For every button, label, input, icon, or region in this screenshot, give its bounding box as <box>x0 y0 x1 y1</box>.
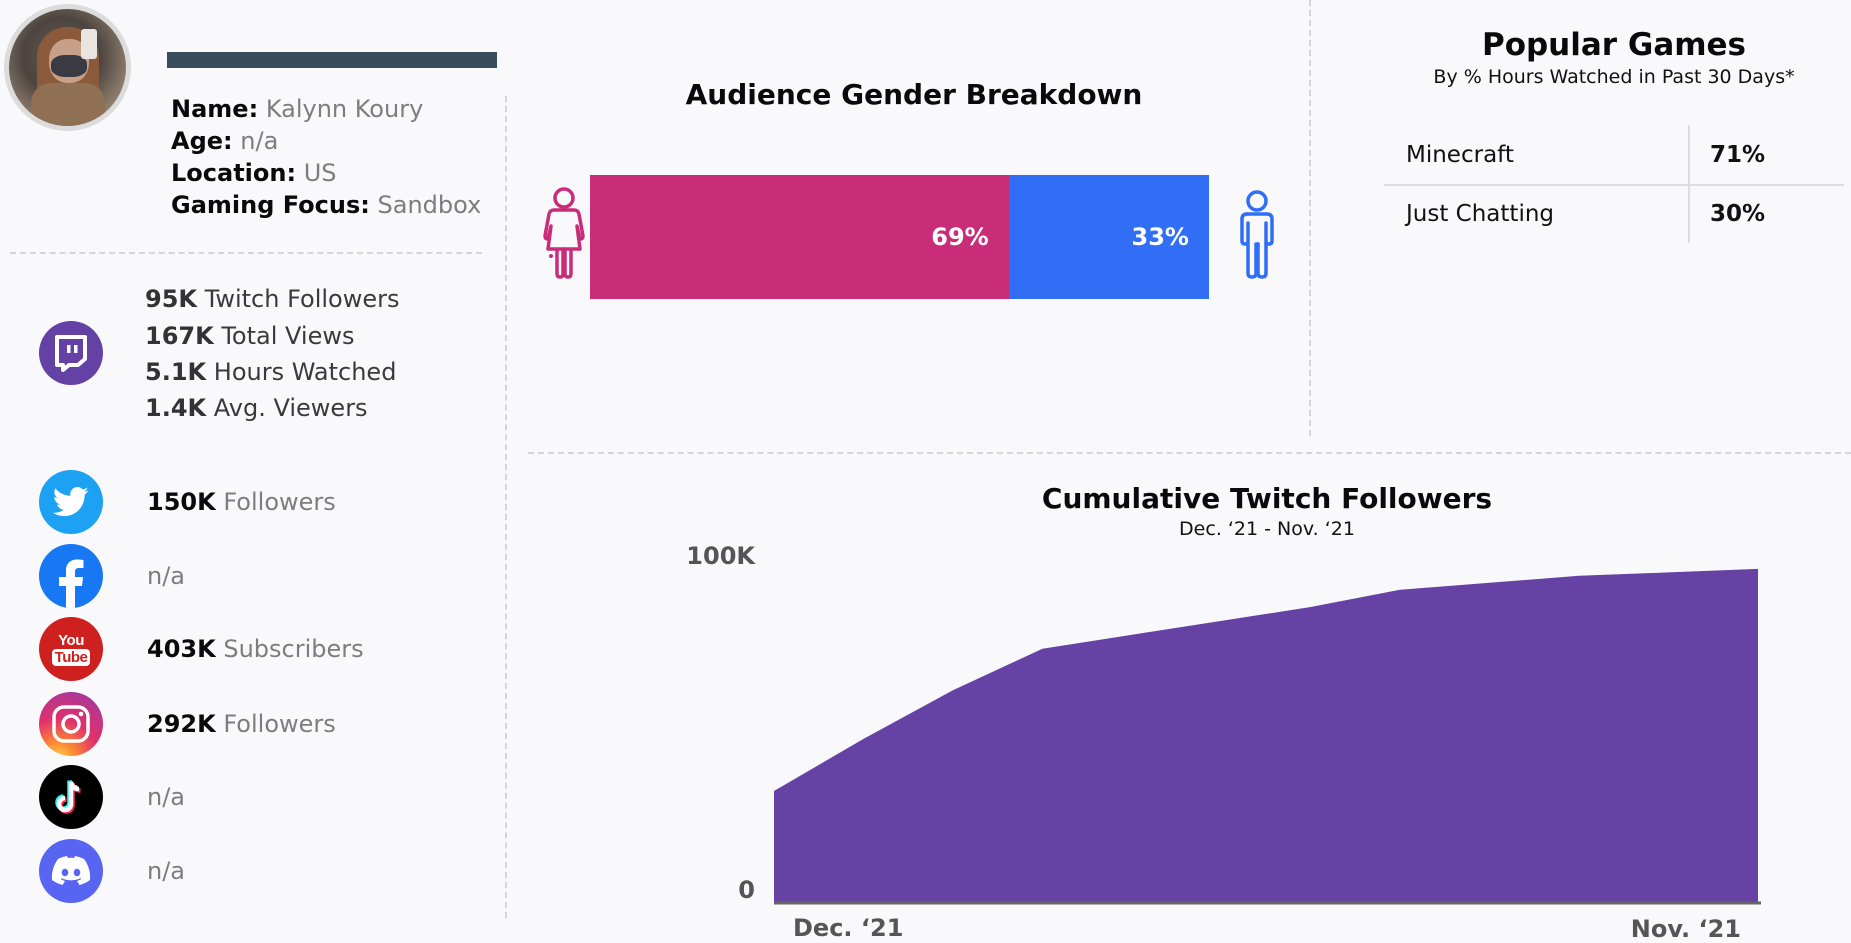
youtube-icon: You Tube <box>39 617 103 681</box>
tiktok-icon <box>39 765 103 829</box>
facebook-stat: n/a <box>147 562 186 590</box>
field-value: US <box>303 159 337 187</box>
field-label: Name: <box>171 95 259 123</box>
male-pct-label: 33% <box>1131 223 1189 251</box>
popular-games-title: Popular Games <box>1481 27 1747 63</box>
gender-bar: 69% 33% <box>590 175 1209 299</box>
male-segment: 33% <box>1008 175 1209 299</box>
instagram-icon <box>39 692 103 756</box>
twitch-icon <box>39 321 103 385</box>
female-icon <box>540 186 588 284</box>
twitch-stat: 1.4K Avg. Viewers <box>145 394 368 422</box>
profile-name: Name: Kalynn Koury <box>171 93 423 125</box>
gender-title: Audience Gender Breakdown <box>685 78 1143 111</box>
divider <box>10 252 482 254</box>
game-pct: 71% <box>1710 141 1766 168</box>
game-pct: 30% <box>1710 200 1766 227</box>
twitch-stat: 167K Total Views <box>145 322 355 350</box>
field-value: Sandbox <box>377 191 482 219</box>
profile-gaming-focus: Gaming Focus: Sandbox <box>171 189 481 221</box>
female-pct-label: 69% <box>931 223 989 251</box>
twitch-stat: 95K Twitch Followers <box>145 285 400 313</box>
twitter-stat: 150K Followers <box>147 488 336 516</box>
facebook-icon <box>39 544 103 608</box>
games-table: Minecraft 71% Just Chatting 30% <box>1384 125 1844 243</box>
header-bar <box>167 52 497 68</box>
table-divider <box>1384 184 1844 186</box>
chart-title: Cumulative Twitch Followers <box>1041 482 1493 515</box>
field-value: Kalynn Koury <box>265 95 424 123</box>
y-tick-label: 100K <box>686 542 756 570</box>
x-tick-label: Dec. ‘21 <box>793 914 903 942</box>
y-tick-label: 0 <box>738 876 755 904</box>
divider <box>1309 0 1311 436</box>
youtube-stat: 403K Subscribers <box>147 635 364 663</box>
discord-icon <box>39 839 103 903</box>
field-label: Location: <box>171 159 297 187</box>
game-name: Just Chatting <box>1406 200 1555 227</box>
avatar <box>4 4 131 131</box>
game-name: Minecraft <box>1406 141 1514 168</box>
profile-location: Location: US <box>171 157 337 189</box>
profile-age: Age: n/a <box>171 125 278 157</box>
area-series <box>774 568 1758 902</box>
popular-games-subtitle: By % Hours Watched in Past 30 Days* <box>1433 66 1795 88</box>
divider <box>505 96 507 918</box>
field-value: n/a <box>240 127 279 155</box>
chart-subtitle: Dec. ‘21 - Nov. ‘21 <box>1179 518 1355 540</box>
field-label: Gaming Focus: <box>171 191 370 219</box>
x-tick-label: Nov. ‘21 <box>1631 915 1741 943</box>
table-row: Just Chatting 30% <box>1384 184 1844 243</box>
discord-stat: n/a <box>147 857 186 885</box>
female-segment: 69% <box>590 175 1009 299</box>
table-row: Minecraft 71% <box>1384 125 1844 184</box>
divider <box>528 452 1851 454</box>
tiktok-stat: n/a <box>147 783 186 811</box>
twitter-icon <box>39 470 103 534</box>
instagram-stat: 292K Followers <box>147 710 336 738</box>
male-icon <box>1236 189 1278 283</box>
field-label: Age: <box>171 127 233 155</box>
twitch-stat: 5.1K Hours Watched <box>145 358 397 386</box>
